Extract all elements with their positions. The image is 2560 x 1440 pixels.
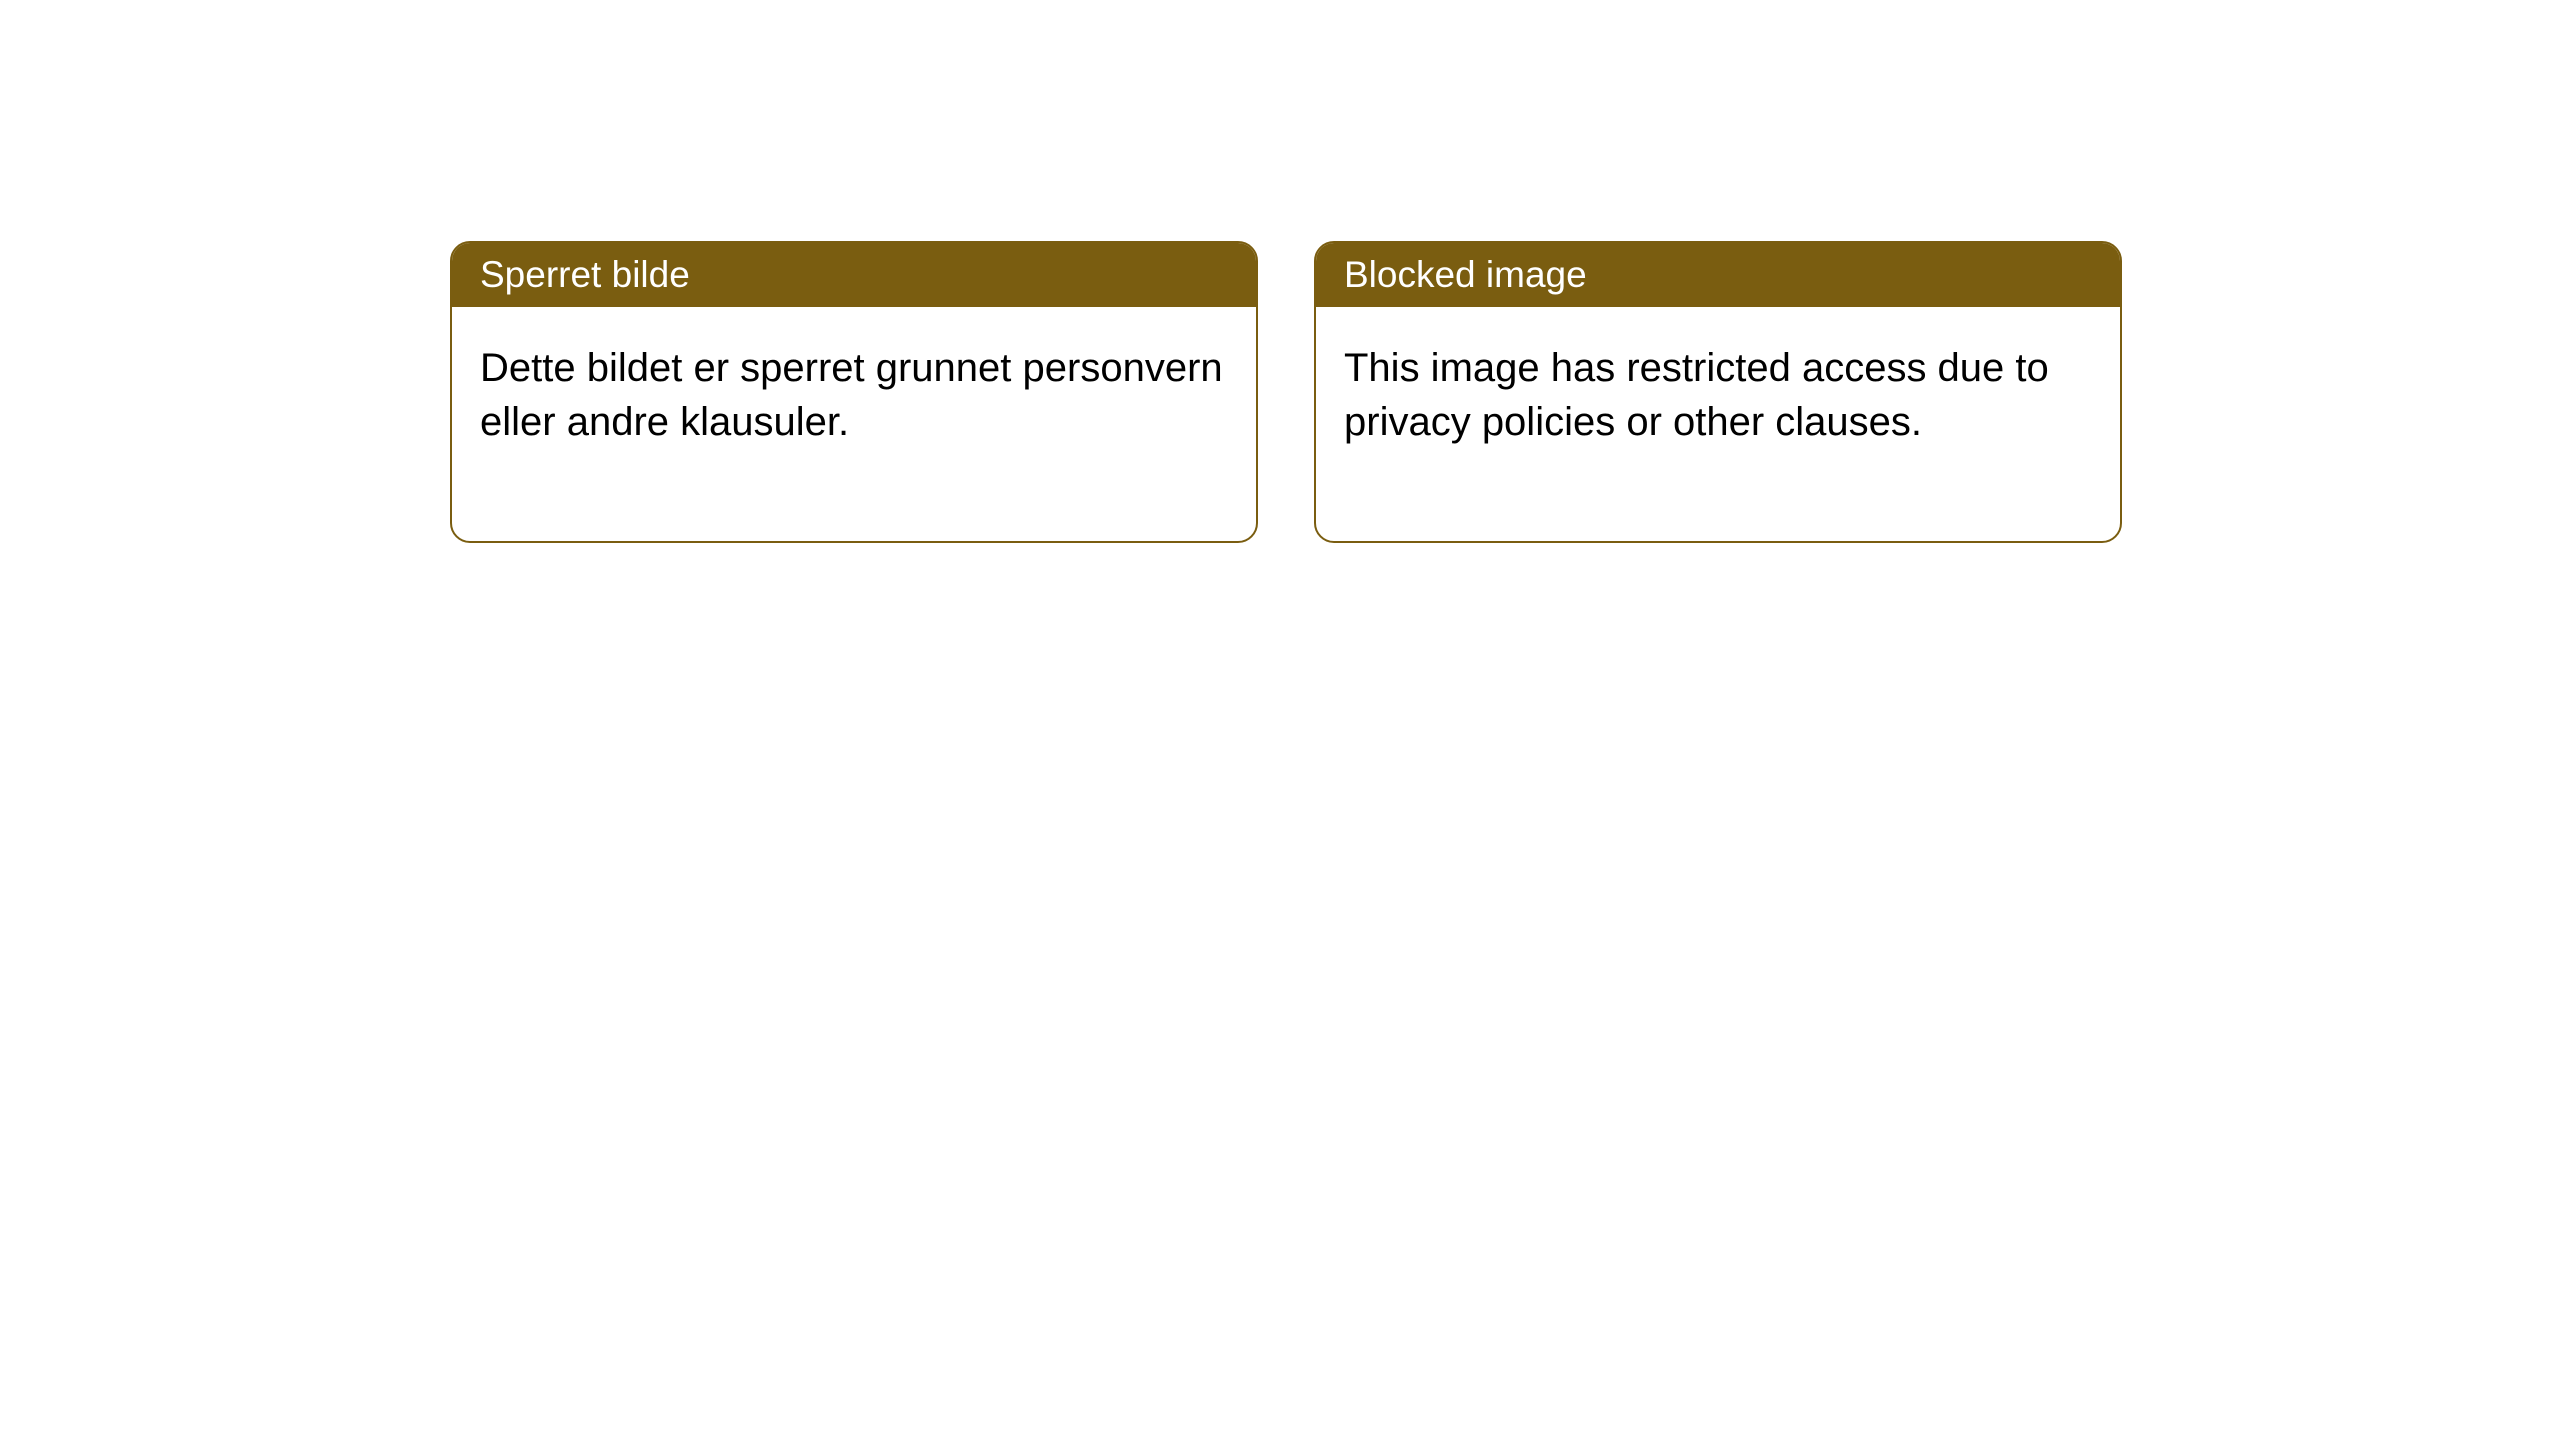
card-body-english: This image has restricted access due to … (1316, 307, 2120, 541)
card-text-norwegian: Dette bildet er sperret grunnet personve… (480, 346, 1223, 444)
card-title-english: Blocked image (1344, 254, 1587, 295)
card-norwegian: Sperret bilde Dette bildet er sperret gr… (450, 241, 1258, 543)
card-body-norwegian: Dette bildet er sperret grunnet personve… (452, 307, 1256, 541)
cards-container: Sperret bilde Dette bildet er sperret gr… (450, 241, 2122, 543)
card-title-norwegian: Sperret bilde (480, 254, 690, 295)
card-header-english: Blocked image (1316, 243, 2120, 307)
card-english: Blocked image This image has restricted … (1314, 241, 2122, 543)
card-header-norwegian: Sperret bilde (452, 243, 1256, 307)
card-text-english: This image has restricted access due to … (1344, 346, 2049, 444)
